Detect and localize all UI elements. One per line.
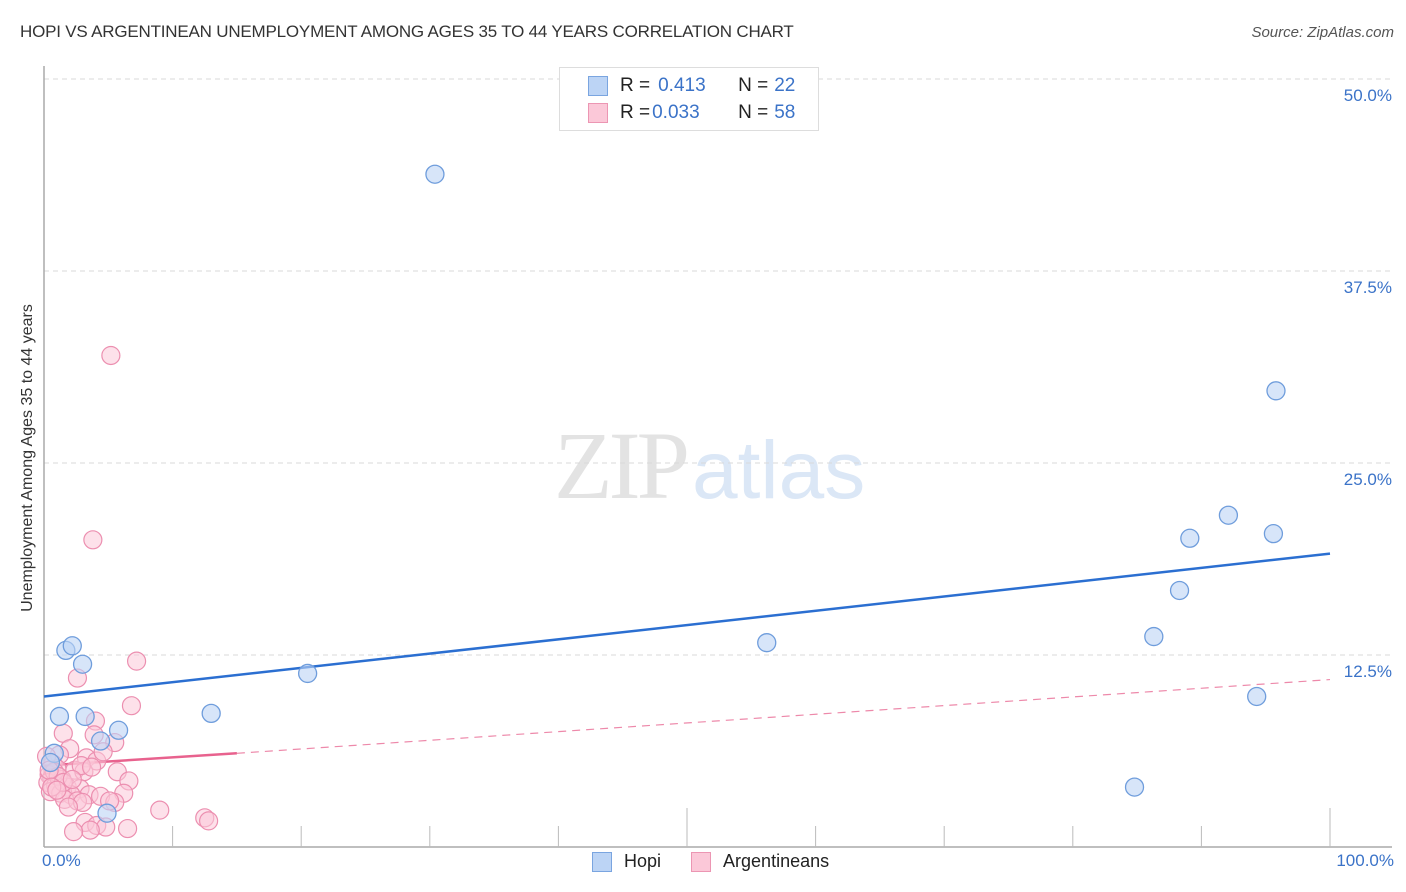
hopi-data-point: [1124, 777, 1145, 797]
argentineans-points: [36, 345, 219, 842]
hopi-data-point: [1180, 528, 1200, 548]
argentineans-swatch-icon: [588, 103, 608, 123]
r-label: R =: [620, 75, 651, 96]
legend-row-hopi: R = 0.413 N = 22: [588, 74, 795, 98]
hopi-data-point: [108, 720, 129, 740]
n-value-argentineans: 58: [774, 102, 796, 123]
legend-row-argentineans: R = 0.033 N = 58: [588, 101, 795, 125]
y-tick-37-5: 37.5%: [1343, 278, 1392, 297]
hopi-data-point: [1263, 524, 1284, 544]
hopi-data-point: [40, 752, 61, 773]
hopi-data-point: [90, 731, 111, 751]
argentineans-data-point: [47, 780, 67, 800]
r-label: R =: [620, 102, 651, 123]
correlation-legend: R = 0.413 N = 22 R = 0.033 N = 58: [559, 67, 819, 131]
series-legend: Hopi Argentineans: [592, 851, 859, 872]
argentineans-swatch-icon: [691, 851, 712, 872]
r-value-hopi: 0.413: [658, 75, 706, 96]
argentineans-data-point: [150, 800, 170, 820]
argentineans-data-point: [81, 757, 102, 777]
argentineans-data-point: [199, 811, 219, 831]
hopi-data-point: [1169, 580, 1190, 601]
source-attribution: Source: ZipAtlas.com: [1251, 24, 1394, 41]
argentineans-data-point: [62, 769, 82, 790]
hopi-data-point: [49, 706, 70, 727]
hopi-swatch-icon: [588, 76, 608, 96]
hopi-data-point: [297, 663, 318, 684]
hopi-data-point: [425, 164, 445, 184]
x-tick-0: 0.0%: [42, 851, 81, 870]
n-value-hopi: 22: [774, 75, 796, 96]
n-label: N =: [738, 75, 769, 96]
r-value-argentineans: 0.033: [652, 102, 700, 123]
hopi-data-point: [1247, 686, 1267, 707]
hopi-data-point: [1218, 505, 1239, 525]
legend-item-argentineans[interactable]: Argentineans: [691, 851, 829, 872]
hopi-swatch-icon: [592, 851, 612, 872]
hopi-data-point: [62, 636, 82, 656]
argentineans-data-point: [63, 822, 84, 842]
y-tick-12-5: 12.5%: [1343, 662, 1392, 681]
hopi-data-point: [1266, 381, 1286, 401]
hopi-data-point: [75, 706, 95, 727]
n-label: N =: [738, 102, 769, 123]
y-axis-label: Unemployment Among Ages 35 to 44 years: [19, 304, 36, 612]
axes: [43, 66, 1392, 848]
trend-lines: [43, 552, 1331, 767]
y-tick-25: 25.0%: [1343, 470, 1392, 489]
legend-label-hopi: Hopi: [624, 851, 662, 871]
x-tick-100: 100.0%: [1336, 851, 1394, 870]
legend-label-argentineans: Argentineans: [723, 851, 830, 871]
argentineans-trend-line-dashed: [236, 678, 1331, 754]
hopi-data-point: [757, 633, 777, 653]
legend-item-hopi[interactable]: Hopi: [592, 851, 661, 872]
argentineans-data-point: [58, 797, 79, 817]
argentineans-data-point: [117, 818, 138, 839]
argentineans-data-point: [121, 696, 142, 716]
hopi-data-point: [97, 803, 117, 823]
hopi-data-point: [201, 703, 221, 724]
argentineans-data-point: [101, 345, 121, 366]
argentineans-data-point: [80, 820, 100, 840]
argentineans-data-point: [83, 530, 103, 550]
hopi-points: [40, 164, 1286, 823]
chart-title: HOPI VS ARGENTINEAN UNEMPLOYMENT AMONG A…: [20, 22, 794, 41]
argentineans-data-point: [126, 651, 147, 671]
hopi-data-point: [72, 654, 93, 674]
hopi-trend-line: [43, 552, 1331, 698]
hopi-data-point: [1144, 626, 1164, 647]
y-tick-50: 50.0%: [1343, 86, 1392, 105]
